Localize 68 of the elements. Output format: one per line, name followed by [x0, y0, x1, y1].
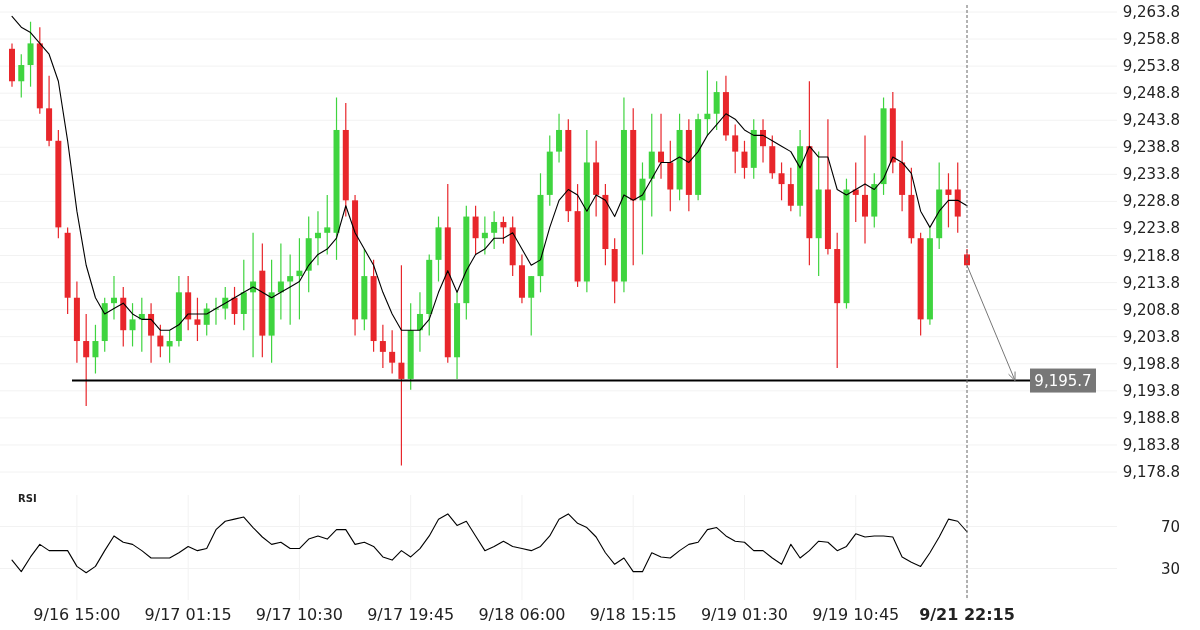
- y-tick-label: 9,248.8: [1122, 84, 1180, 103]
- y-tick-label: 9,213.8: [1122, 273, 1180, 292]
- y-tick-label: 9,188.8: [1122, 408, 1180, 427]
- candlestick: [379, 324, 386, 369]
- candlestick: [760, 118, 767, 164]
- y-tick-label: 9,223.8: [1122, 219, 1180, 238]
- candlestick: [129, 302, 136, 348]
- candlestick: [287, 253, 294, 326]
- candlestick: [481, 215, 488, 256]
- candlestick: [491, 210, 498, 250]
- chart-title: RSI: [18, 493, 37, 505]
- y-tick-label: 9,233.8: [1122, 165, 1180, 184]
- candlestick: [778, 161, 785, 201]
- x-tick-label: 9/17 19:45: [367, 604, 455, 624]
- candlestick: [713, 80, 720, 131]
- ref-line-label: 9,195.7: [1034, 371, 1092, 390]
- candlestick: [704, 69, 711, 136]
- candlestick: [658, 113, 665, 180]
- candlestick: [389, 329, 396, 375]
- candlestick: [27, 21, 34, 88]
- y-tick-label: 9,238.8: [1122, 138, 1180, 157]
- candlestick: [240, 259, 247, 331]
- x-tick-label: 9/17 01:15: [144, 604, 232, 624]
- candlestick: [148, 302, 155, 364]
- y-tick-label: 9,178.8: [1122, 463, 1180, 481]
- y-tick-label: 9,193.8: [1122, 381, 1180, 400]
- candlestick: [945, 172, 952, 228]
- y-tick-label: 70: [1160, 517, 1180, 536]
- candlestick: [556, 113, 563, 164]
- x-tick-label: 9/19 10:45: [812, 604, 900, 624]
- candlestick: [157, 324, 164, 358]
- candlestick: [296, 237, 303, 320]
- candlestick: [472, 205, 479, 256]
- candlestick: [324, 194, 331, 256]
- candlestick: [231, 286, 238, 326]
- candlestick: [166, 329, 173, 364]
- x-tick-label: 9/18 06:00: [478, 604, 566, 624]
- candlestick: [500, 215, 507, 245]
- line-series: [11, 513, 968, 574]
- x-tick-label: 9/21 22:15: [919, 604, 1015, 624]
- y-tick-label: 9,203.8: [1122, 327, 1180, 346]
- x-tick-label: 9/17 10:30: [255, 604, 343, 624]
- y-tick-label: 30: [1160, 559, 1180, 578]
- candlestick: [194, 297, 201, 342]
- y-tick-label: 9,198.8: [1122, 354, 1180, 373]
- candlestick: [862, 134, 869, 245]
- candlestick: [732, 123, 739, 174]
- y-tick-label: 9,253.8: [1122, 57, 1180, 76]
- candlestick: [314, 210, 321, 266]
- candlestick: [18, 53, 25, 99]
- x-tick-label: 9/19 01:30: [700, 604, 789, 624]
- y-tick-label: 9,228.8: [1122, 192, 1180, 211]
- y-tick-label: 9,208.8: [1122, 300, 1180, 319]
- y-tick-label: 9,263.8: [1122, 3, 1180, 21]
- x-tick-label: 9/16 15:00: [33, 604, 121, 624]
- candlestick: [110, 275, 117, 320]
- candlestick: [741, 140, 748, 180]
- x-tick-label: 9/18 15:15: [589, 604, 677, 624]
- candlestick: [528, 275, 535, 337]
- candlestick: [92, 324, 99, 375]
- candlestick: [787, 167, 794, 212]
- candlestick: [83, 313, 90, 407]
- y-tick-label: 9,218.8: [1122, 246, 1180, 265]
- candlestick: [398, 264, 405, 467]
- y-tick-label: 9,183.8: [1122, 435, 1180, 454]
- candlestick: [416, 291, 423, 353]
- y-tick-label: 9,243.8: [1122, 111, 1180, 130]
- y-tick-label: 9,258.8: [1122, 30, 1180, 49]
